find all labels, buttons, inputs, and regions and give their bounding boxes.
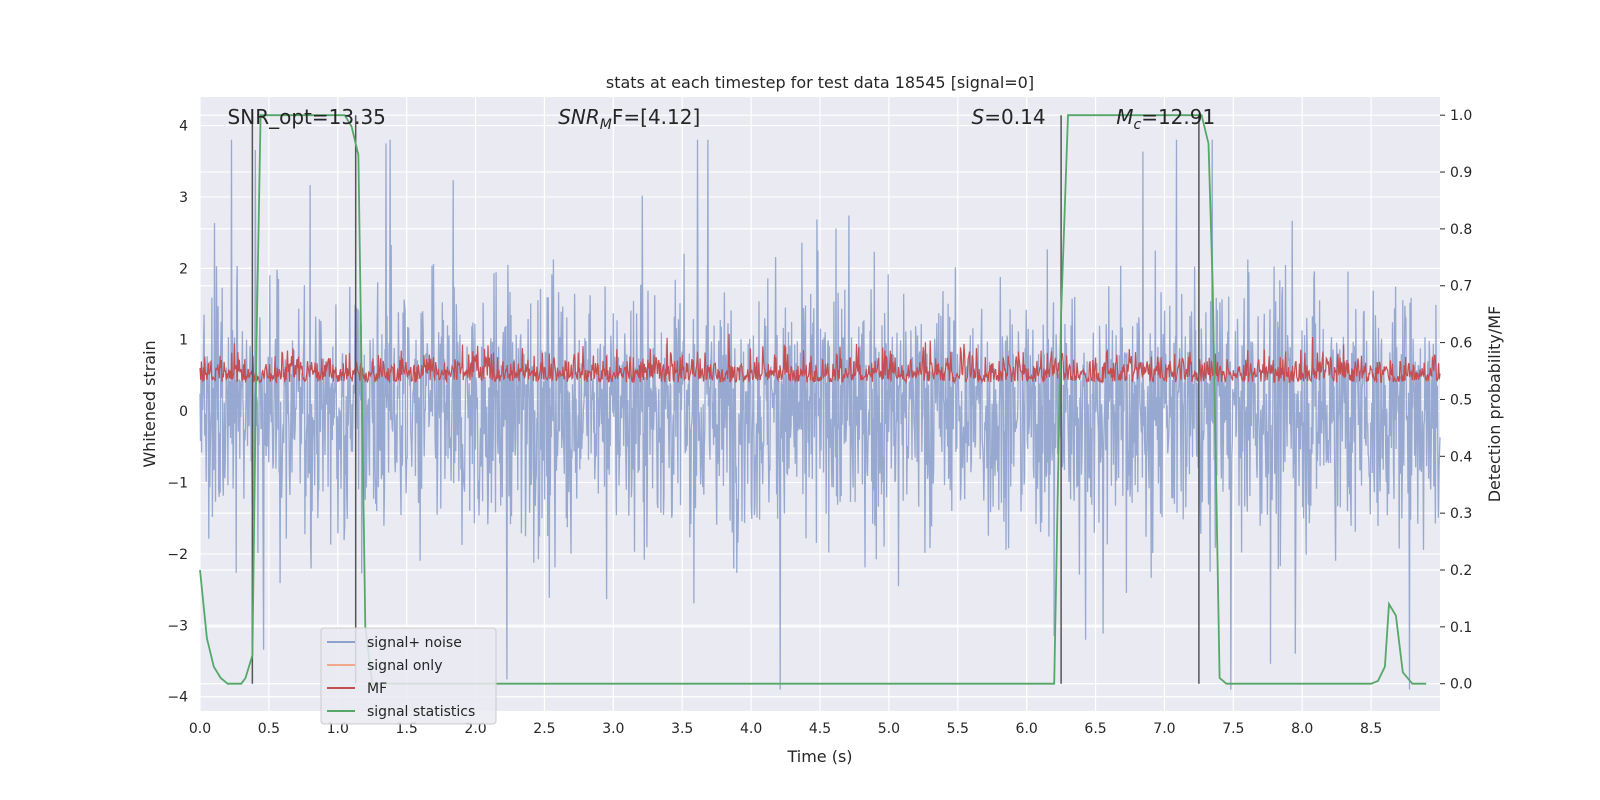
annotation-snr-opt: SNR_opt=13.35 (228, 105, 386, 129)
x-tick-label: 3.0 (602, 721, 624, 737)
x-tick-label: 5.0 (878, 721, 900, 737)
y-tick-label-left: 0 (179, 404, 188, 420)
x-tick-label: 8.5 (1360, 721, 1382, 737)
y-axis-label-right: Detection probability/MF (1485, 306, 1504, 503)
x-tick-label: 1.0 (327, 721, 349, 737)
y-tick-label-left: −2 (167, 547, 188, 563)
annotation-s: S=0.14 (972, 105, 1046, 129)
y-tick-label-right: 0.2 (1450, 563, 1472, 579)
x-tick-label: 4.5 (809, 721, 831, 737)
y-tick-label-left: −4 (167, 690, 188, 706)
x-tick-label: 2.5 (533, 721, 555, 737)
y-tick-label-right: 0.0 (1450, 677, 1472, 693)
annotation-snr-mf: SNRMF=[4.12] (558, 105, 700, 133)
legend: signal+ noise signal only MF signal statist… (320, 627, 497, 725)
legend-entry-mf: MF (367, 681, 387, 697)
x-tick-label: 0.0 (189, 721, 211, 737)
annotation-mc: Mc=12.91 (1116, 105, 1215, 133)
y-tick-label-left: −3 (167, 618, 188, 634)
x-tick-label: 2.0 (464, 721, 486, 737)
x-tick-label: 0.5 (258, 721, 280, 737)
x-tick-label: 7.5 (1222, 721, 1244, 737)
y-tick-label-right: 0.4 (1450, 449, 1472, 465)
y-tick-label-right: 0.1 (1450, 620, 1472, 636)
chart-title: stats at each timestep for test data 185… (606, 73, 1034, 92)
y-tick-label-right: 1.0 (1450, 108, 1472, 124)
annotations: SNR_opt=13.35 SNRMF=[4.12] S=0.14 Mc=12.91 (228, 105, 1216, 133)
annotation-subscript: M (600, 117, 612, 133)
y-tick-label-left: 1 (179, 333, 188, 349)
legend-entry-signal-only: signal only (367, 658, 442, 674)
x-tick-label: 4.0 (740, 721, 762, 737)
y-tick-label-left: 2 (179, 261, 188, 277)
y-tick-label-right: 0.8 (1450, 222, 1472, 238)
annotation-subscript: c (1133, 117, 1141, 133)
y-tick-label-right: 0.7 (1450, 279, 1472, 295)
y-tick-label-right: 0.6 (1450, 336, 1472, 352)
signal-statistics-line (199, 114, 1427, 685)
detection-markers (251, 115, 1200, 684)
annotation-value: F=[4.12] (612, 105, 700, 129)
y-tick-label-left: 4 (179, 119, 188, 135)
y-tick-label-right: 0.3 (1450, 506, 1472, 522)
x-tick-label: 3.5 (671, 721, 693, 737)
ticks: 0.0 0.5 1.0 1.5 2.0 2.5 3.0 3.5 4.0 4.5 5.0 5.5 6.0 6… (167, 108, 1472, 737)
legend-entry-signal-statistics: signal statistics (367, 704, 475, 720)
x-tick-label: 1.5 (396, 721, 418, 737)
y-axis-label-left: Whitened strain (140, 340, 159, 467)
mf-line (199, 333, 1441, 385)
x-tick-label: 7.0 (1153, 721, 1175, 737)
signal-plus-noise-line (199, 139, 1441, 690)
legend-entry-signal-plus-noise: signal+ noise (367, 635, 462, 651)
x-tick-label: 8.0 (1291, 721, 1313, 737)
annotation-symbol: S (972, 105, 985, 129)
mf-series (199, 333, 1441, 385)
x-tick-label: 6.5 (1084, 721, 1106, 737)
y-tick-label-right: 0.9 (1450, 165, 1472, 181)
y-tick-label-right: 0.5 (1450, 392, 1472, 408)
x-tick-label: 6.0 (1016, 721, 1038, 737)
y-tick-label-left: 3 (179, 190, 188, 206)
annotation-value: =12.91 (1141, 105, 1215, 129)
signal-plus-noise-series (199, 139, 1441, 690)
y-tick-label-left: −1 (167, 476, 188, 492)
signal-statistics-series (199, 114, 1427, 685)
annotation-value: =0.14 (984, 105, 1045, 129)
legend-box (320, 627, 497, 725)
x-tick-label: 5.5 (947, 721, 969, 737)
annotation-symbol: SNR_opt=13.35 (228, 105, 386, 129)
annotation-symbol: M (1116, 105, 1133, 129)
annotation-symbol: SNR (558, 105, 600, 129)
x-axis-label: Time (s) (786, 747, 852, 766)
